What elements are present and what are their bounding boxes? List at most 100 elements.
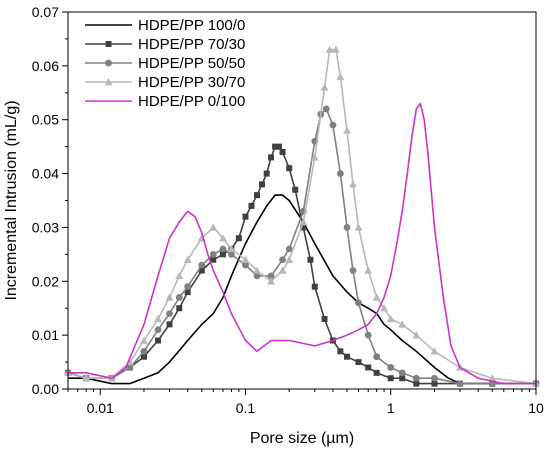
data-point <box>431 374 438 382</box>
data-point <box>252 266 261 274</box>
data-point <box>488 374 497 382</box>
data-point <box>322 105 330 113</box>
data-point <box>82 374 91 382</box>
data-point <box>219 251 226 258</box>
legend-swatch-marker <box>105 41 112 47</box>
data-point <box>235 235 242 242</box>
data-point <box>398 320 407 328</box>
y-tick-label: 0.04 <box>32 166 59 182</box>
data-point <box>242 213 249 220</box>
y-axis: 0.00 0.01 0.02 0.03 0.04 0.05 0.06 0.07 <box>32 4 68 397</box>
y-tick-label: 0.06 <box>32 58 59 74</box>
data-point <box>210 256 217 263</box>
data-point <box>198 267 205 274</box>
y-tick-label: 0.07 <box>32 4 59 20</box>
data-point <box>165 293 174 301</box>
data-point <box>227 244 236 253</box>
series-2 <box>65 143 539 387</box>
data-point <box>311 283 318 290</box>
data-point <box>431 380 438 387</box>
data-point <box>332 45 341 53</box>
data-point <box>372 293 381 301</box>
series-5 <box>68 102 536 385</box>
data-point <box>456 380 464 388</box>
data-point <box>198 261 206 269</box>
x-axis-label: Pore size (µm) <box>250 430 354 447</box>
data-point <box>279 149 286 156</box>
data-point <box>253 272 261 280</box>
data-point <box>154 326 162 334</box>
legend-item: HDPE/PP 50/50 <box>85 55 245 72</box>
legend-item: HDPE/PP 0/100 <box>85 93 245 110</box>
data-point <box>140 347 148 355</box>
legend-swatch-marker <box>105 59 112 67</box>
x-tick-label: 1 <box>387 400 395 416</box>
legend-swatch-marker <box>104 78 113 86</box>
data-point <box>299 218 308 226</box>
legend-item: HDPE/PP 70/30 <box>85 36 245 53</box>
data-point <box>412 374 420 382</box>
data-point <box>387 364 395 371</box>
data-point <box>364 266 373 274</box>
data-point <box>355 359 362 366</box>
data-point <box>184 283 192 291</box>
legend-label: HDPE/PP 50/50 <box>138 55 245 72</box>
series-4 <box>64 45 540 387</box>
legend: HDPE/PP 100/0 HDPE/PP 70/30 HDPE/PP 50/50 H… <box>85 17 245 110</box>
data-point <box>380 304 389 312</box>
x-tick-label: 10 <box>528 400 544 416</box>
data-point <box>399 375 406 382</box>
data-point <box>166 321 173 328</box>
data-point <box>412 331 421 339</box>
data-point <box>320 83 329 91</box>
series-1 <box>68 194 536 385</box>
data-point <box>209 223 218 231</box>
data-point <box>253 192 260 199</box>
legend-item: HDPE/PP 30/70 <box>85 74 245 91</box>
data-point <box>279 256 286 264</box>
data-point <box>300 224 307 231</box>
data-point <box>321 315 328 322</box>
data-point <box>337 348 344 355</box>
data-point <box>126 364 134 371</box>
data-point <box>285 245 293 253</box>
data-point <box>354 223 363 231</box>
data-point <box>285 255 294 263</box>
series-line <box>68 194 536 385</box>
legend-label: HDPE/PP 0/100 <box>138 93 245 110</box>
data-point <box>209 250 217 258</box>
data-point <box>267 277 276 285</box>
x-axis: 0.01 0.1 1 10 <box>67 389 544 416</box>
data-point <box>336 170 344 177</box>
data-point <box>248 202 255 209</box>
data-point <box>184 289 191 296</box>
data-point <box>183 255 192 263</box>
data-point <box>175 271 184 280</box>
data-point <box>373 353 381 361</box>
data-point <box>343 224 351 231</box>
data-point <box>365 364 372 371</box>
data-point <box>286 165 293 172</box>
data-point <box>364 331 372 339</box>
data-point <box>278 266 287 274</box>
y-tick-label: 0.05 <box>32 112 59 128</box>
legend-label: HDPE/PP 100/0 <box>138 17 245 34</box>
data-point <box>343 126 352 134</box>
data-point <box>329 121 337 129</box>
data-point <box>292 186 299 193</box>
y-tick-label: 0.00 <box>32 381 59 397</box>
data-point <box>268 154 275 161</box>
data-point <box>275 143 282 150</box>
legend-item: HDPE/PP 100/0 <box>85 17 245 34</box>
y-axis-label: Incremental Intrusion (mL/g) <box>3 100 20 300</box>
data-point <box>387 375 394 382</box>
data-point <box>355 299 362 307</box>
x-tick-label: 0.01 <box>87 400 114 416</box>
data-point <box>349 180 358 188</box>
data-point <box>307 256 314 263</box>
y-tick-label: 0.02 <box>32 273 59 289</box>
data-point <box>155 337 162 344</box>
x-tick-label: 0.1 <box>236 400 256 416</box>
data-point <box>398 369 406 377</box>
